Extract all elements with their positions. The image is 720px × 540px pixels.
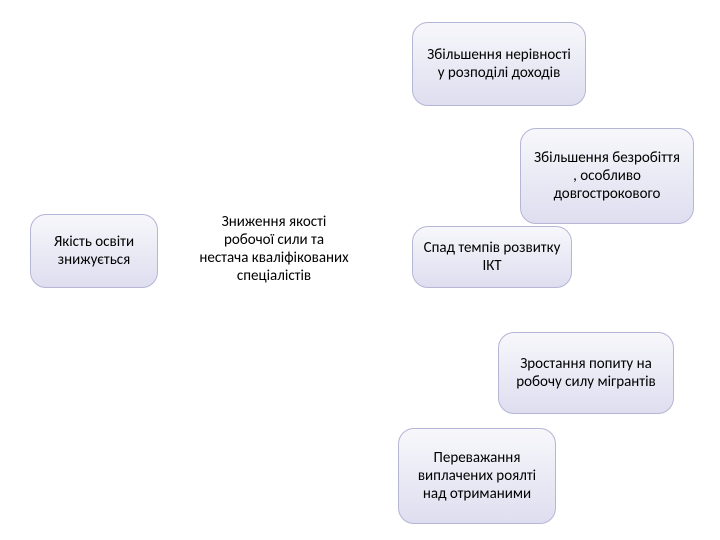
diagram-node-n1: Якість освіти знижується <box>30 214 158 288</box>
diagram-node-n5: Спад темпів розвитку ІКТ <box>412 226 572 288</box>
diagram-node-label: Зниження якості робочої сили та нестача … <box>199 213 349 285</box>
diagram-node-n6: Зростання попиту на робочу силу мігранті… <box>498 332 674 414</box>
diagram-node-label: Спад темпів розвитку ІКТ <box>423 239 561 275</box>
diagram-node-n7: Переважання виплачених роялті над отрима… <box>398 428 556 524</box>
diagram-node-n4: Збільшення безробіття , особливо довгост… <box>520 128 694 224</box>
diagram-node-label: Переважання виплачених роялті над отрима… <box>409 449 545 503</box>
diagram-node-label: Збільшення безробіття , особливо довгост… <box>531 149 683 203</box>
diagram-node-n2: Зниження якості робочої сили та нестача … <box>188 184 360 314</box>
diagram-node-label: Зростання попиту на робочу силу мігранті… <box>509 355 663 391</box>
diagram-node-label: Якість освіти знижується <box>41 233 147 269</box>
diagram-node-n3: Збільшення нерівності у розподілі доході… <box>412 22 586 106</box>
diagram-node-label: Збільшення нерівності у розподілі доході… <box>423 46 575 82</box>
